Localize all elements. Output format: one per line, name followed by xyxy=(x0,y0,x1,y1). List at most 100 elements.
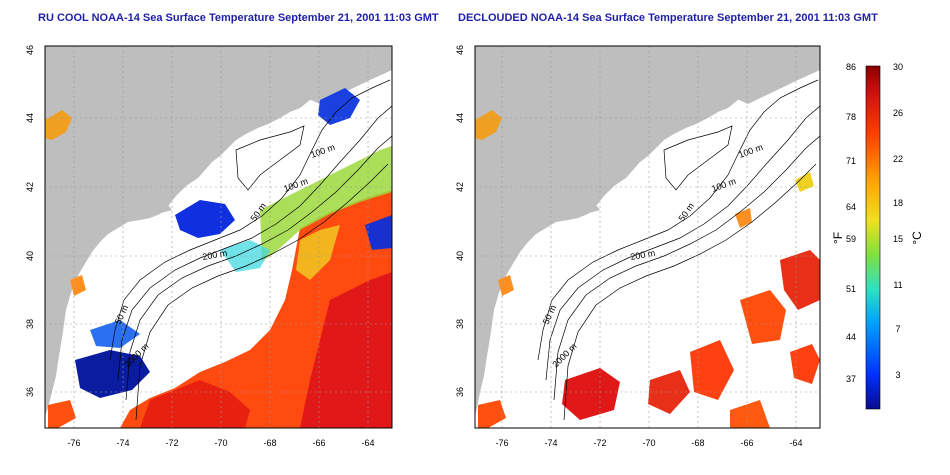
left-sst-cold-5 xyxy=(365,215,392,250)
colorbar-gradient xyxy=(865,65,881,410)
right-lon-tick: -70 xyxy=(642,438,655,448)
left-sst-mid xyxy=(260,146,392,262)
right-lon-tick: -76 xyxy=(495,438,508,448)
right-sst-patch-3 xyxy=(690,340,734,400)
right-sst-patch-1 xyxy=(562,368,620,420)
colorbar-c-tick: 7 xyxy=(895,324,900,334)
colorbar-c-tick: 22 xyxy=(893,154,903,164)
right-sst-coast xyxy=(498,275,514,296)
right-sst-patch-9 xyxy=(795,172,814,192)
left-lon-tick: -70 xyxy=(214,438,227,448)
left-land xyxy=(45,46,392,416)
right-lon-tick: -64 xyxy=(789,438,802,448)
right-sst-patch-8 xyxy=(735,208,752,228)
right-sst-patch-6 xyxy=(730,400,770,428)
left-contours xyxy=(109,79,392,421)
right-lon-tick: -66 xyxy=(740,438,753,448)
right-contour-shelf xyxy=(663,125,733,191)
colorbar-f-tick: 37 xyxy=(846,374,856,384)
right-contour-200m xyxy=(553,135,820,401)
colorbar-c-label: °C xyxy=(910,231,924,245)
right-contour-2000m xyxy=(563,163,817,421)
right-contour-100m xyxy=(545,105,820,381)
colorbar-c-tick: 11 xyxy=(893,280,902,290)
left-contour-label-4: 200 m xyxy=(202,248,228,262)
right-lon-axis: -76 -74 -72 -70 -68 -66 -64 xyxy=(495,438,802,448)
colorbar-f-ticks: 86 78 71 64 59 51 44 37 xyxy=(846,62,856,384)
right-map-frame xyxy=(474,45,821,429)
colorbar: 86 78 71 64 59 51 44 37 30 26 22 18 15 1… xyxy=(831,62,924,410)
colorbar-c-tick: 18 xyxy=(893,198,903,208)
left-sst-cold-4 xyxy=(318,88,360,125)
left-contour-shelf xyxy=(235,125,305,191)
left-lat-tick: 38 xyxy=(25,319,35,329)
left-contour-50m xyxy=(109,79,391,361)
left-lon-tick: -72 xyxy=(165,438,178,448)
left-contour-100m xyxy=(117,105,392,381)
right-contour-50m xyxy=(537,79,819,361)
left-lat-tick: 40 xyxy=(25,251,35,261)
right-lat-tick: 46 xyxy=(455,45,465,55)
colorbar-f-label: °F xyxy=(831,232,845,244)
colorbar-f-tick: 64 xyxy=(846,202,856,212)
left-lon-tick: -74 xyxy=(116,438,129,448)
left-map-frame xyxy=(44,45,393,429)
right-lat-tick: 40 xyxy=(455,251,465,261)
right-lon-tick: -68 xyxy=(691,438,704,448)
right-contour-label-4: 200 m xyxy=(630,248,656,262)
right-lat-tick: 36 xyxy=(455,387,465,397)
right-grid xyxy=(475,46,820,428)
left-lat-tick: 36 xyxy=(25,387,35,397)
right-panel-title: DECLOUDED NOAA-14 Sea Surface Temperatur… xyxy=(458,12,878,24)
right-lon-tick: -74 xyxy=(544,438,557,448)
left-map: 100 m 100 m 50 m 200 m 50 m 2000 m xyxy=(45,46,392,428)
right-sst-lake xyxy=(475,110,502,140)
left-contour-2000m xyxy=(135,163,389,421)
right-island xyxy=(548,205,600,220)
colorbar-f-tick: 71 xyxy=(846,156,856,166)
left-lon-tick: -64 xyxy=(361,438,374,448)
right-map: 100 m 100 m 50 m 200 m 50 m 2000 m xyxy=(475,46,820,428)
left-contour-200m xyxy=(125,135,392,401)
left-lat-axis: 36 38 40 42 44 46 xyxy=(25,45,35,397)
right-nova-scotia xyxy=(728,52,820,104)
left-lat-tick: 44 xyxy=(25,113,35,123)
right-sst-patch-4 xyxy=(740,290,786,344)
left-lon-tick: -66 xyxy=(312,438,325,448)
colorbar-f-tick: 86 xyxy=(846,62,856,72)
colorbar-f-tick: 44 xyxy=(846,332,856,342)
right-sst-south xyxy=(478,400,506,428)
left-grid xyxy=(45,46,392,428)
right-sst-patch-2 xyxy=(648,370,690,414)
right-lat-tick: 38 xyxy=(455,319,465,329)
left-sst-yellow xyxy=(296,225,340,280)
left-sst-coast-orange xyxy=(70,275,86,296)
colorbar-c-tick: 3 xyxy=(895,370,900,380)
colorbar-c-tick: 26 xyxy=(893,108,903,118)
right-contours xyxy=(537,79,820,421)
left-sst-coast-red xyxy=(48,400,76,428)
right-lat-tick: 44 xyxy=(455,113,465,123)
colorbar-f-tick: 51 xyxy=(846,284,856,294)
left-sst-warm-south xyxy=(140,380,250,428)
right-lat-tick: 42 xyxy=(455,182,465,192)
right-lat-axis: 36 38 40 42 44 46 xyxy=(455,45,465,397)
right-lon-tick: -72 xyxy=(593,438,606,448)
left-island xyxy=(120,205,172,220)
left-sst-cold-3 xyxy=(90,320,140,348)
right-land xyxy=(475,46,820,416)
left-sst-lake xyxy=(45,110,72,140)
left-lat-tick: 42 xyxy=(25,182,35,192)
left-sst-cold-2 xyxy=(75,350,150,398)
left-nova-scotia xyxy=(300,52,392,104)
left-panel-title: RU COOL NOAA-14 Sea Surface Temperature … xyxy=(38,12,439,24)
colorbar-c-tick: 30 xyxy=(893,62,903,72)
colorbar-f-tick: 78 xyxy=(846,112,856,122)
left-lon-tick: -68 xyxy=(263,438,276,448)
left-sst-warm-core xyxy=(300,272,392,428)
colorbar-c-tick: 15 xyxy=(893,234,903,244)
left-sst-cold-1 xyxy=(175,200,235,238)
left-lon-tick: -76 xyxy=(67,438,80,448)
colorbar-f-tick: 59 xyxy=(846,234,856,244)
